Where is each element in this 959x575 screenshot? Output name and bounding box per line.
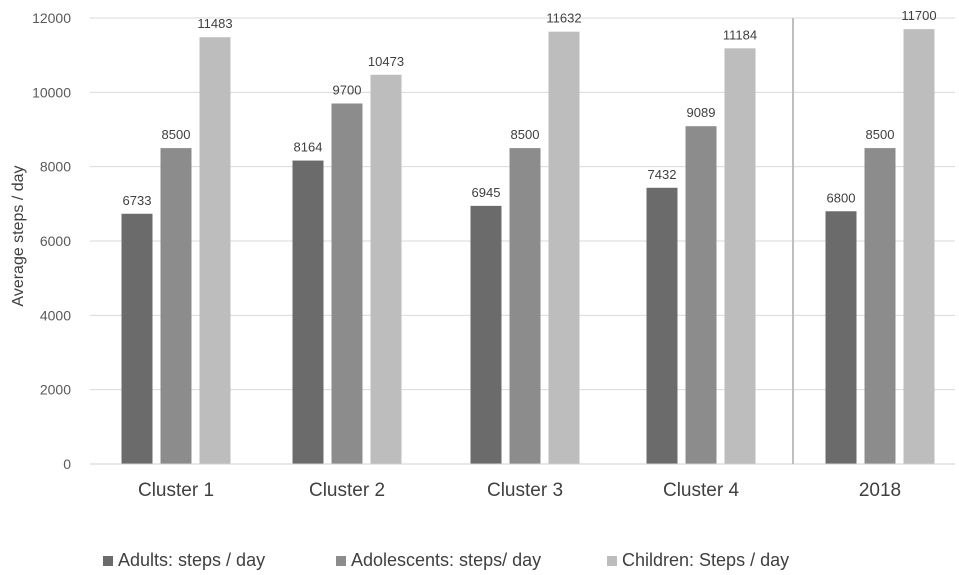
y-tick-label: 12000: [32, 10, 71, 26]
legend-item: Children: Steps / day: [607, 550, 789, 570]
data-label: 8164: [294, 140, 323, 155]
y-axis-label: Average steps / day: [10, 165, 27, 306]
legend-label: Adults: steps / day: [118, 550, 265, 570]
bar: [199, 37, 231, 464]
data-label: 11483: [197, 16, 232, 31]
legend-swatch: [103, 556, 113, 566]
bar: [685, 126, 717, 464]
bar: [470, 205, 502, 464]
data-label: 11632: [546, 11, 581, 26]
data-label: 6800: [827, 190, 856, 205]
legend-swatch: [607, 556, 617, 566]
legend-item: Adolescents: steps/ day: [336, 550, 541, 570]
bar: [724, 48, 756, 464]
x-tick-label: 2018: [859, 480, 901, 501]
bar: [646, 187, 678, 464]
x-tick-label: Cluster 3: [487, 480, 563, 501]
y-tick-label: 6000: [40, 233, 71, 249]
bars: [121, 29, 935, 465]
bar: [160, 148, 192, 465]
y-tick-label: 8000: [40, 159, 71, 175]
y-tick-label: 10000: [32, 84, 71, 100]
data-label: 9089: [687, 105, 716, 120]
data-label: 6733: [123, 193, 152, 208]
bar: [292, 160, 324, 464]
bar: [331, 103, 363, 464]
legend-label: Children: Steps / day: [622, 550, 789, 570]
legend-swatch: [336, 556, 346, 566]
legend: Adults: steps / day Adolescents: steps/ d…: [103, 550, 789, 570]
bar: [864, 148, 896, 465]
data-label: 8500: [511, 127, 540, 142]
bar: [370, 74, 402, 464]
x-tick-label: Cluster 4: [663, 480, 739, 501]
y-tick-label: 0: [63, 456, 71, 472]
data-label: 11700: [901, 8, 936, 23]
data-label: 10473: [368, 54, 404, 69]
bar: [121, 213, 153, 464]
y-axis-ticks: 0 2000 4000 6000 8000 10000 12000: [32, 10, 71, 472]
data-label: 11184: [723, 27, 757, 42]
data-labels: 6733 8500 11483 8164 9700 10473 6945 8500 11632 7…: [123, 8, 937, 208]
x-tick-label: Cluster 1: [138, 480, 214, 501]
y-tick-label: 2000: [40, 382, 71, 398]
legend-item: Adults: steps / day: [103, 550, 265, 570]
bar: [548, 31, 580, 464]
y-tick-label: 4000: [40, 307, 71, 323]
x-axis-categories: Cluster 1 Cluster 2 Cluster 3 Cluster 4 2018: [138, 480, 901, 501]
data-label: 6945: [472, 185, 501, 200]
x-tick-label: Cluster 2: [309, 480, 385, 501]
data-label: 7432: [648, 167, 677, 182]
bar: [903, 29, 935, 465]
bar: [509, 148, 541, 465]
bar: [825, 211, 857, 464]
data-label: 8500: [162, 127, 191, 142]
data-label: 8500: [866, 127, 895, 142]
legend-label: Adolescents: steps/ day: [351, 550, 541, 570]
data-label: 9700: [333, 82, 362, 97]
